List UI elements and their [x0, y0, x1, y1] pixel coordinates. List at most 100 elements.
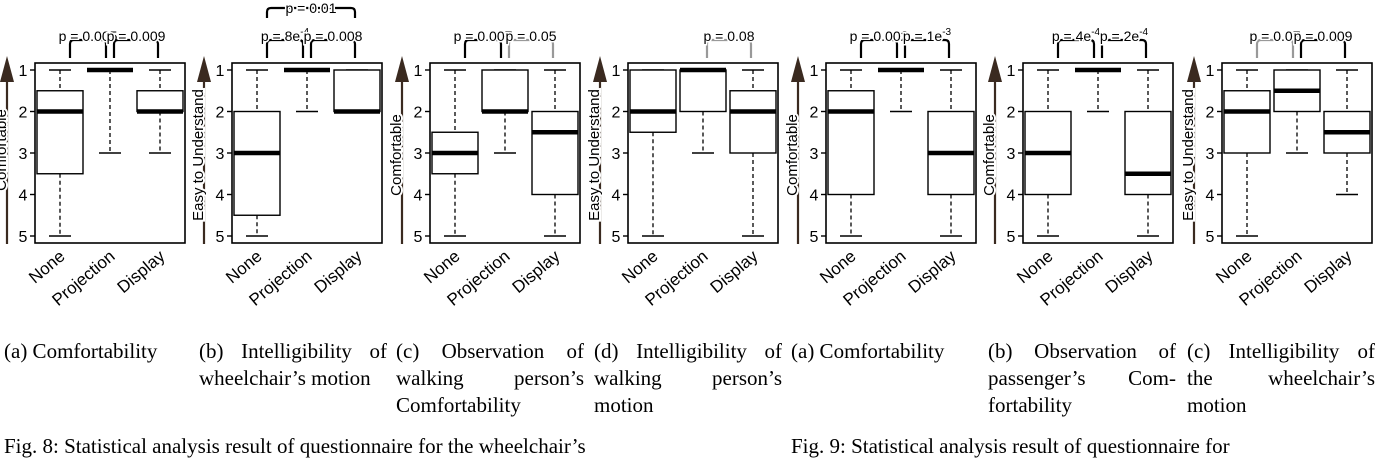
y-tick-label: 4 — [414, 188, 423, 205]
p-value-text: p = 4e — [1052, 28, 1092, 44]
y-axis-arrow-head — [593, 56, 607, 82]
box-body — [531, 110, 579, 196]
box-body — [629, 69, 677, 133]
caption-fig9-a: (a) Comfortability — [791, 339, 945, 363]
box-display — [927, 69, 975, 237]
box-none — [36, 69, 84, 237]
y-axis-arrow-head — [197, 56, 211, 82]
y-tick-label: 3 — [216, 146, 225, 163]
y-tick-label: 2 — [1007, 105, 1016, 122]
y-axis-label: Comfortable — [388, 114, 405, 196]
significance-bracket: p = 0.05 — [504, 27, 558, 58]
x-tick-label: None — [1013, 247, 1056, 288]
p-value-label: p = 0.002 — [850, 28, 909, 44]
y-tick-label: 5 — [19, 229, 28, 246]
x-tick-label: None — [1212, 247, 1255, 288]
y-tick-label: 2 — [810, 105, 819, 122]
y-tick-label: 5 — [1007, 229, 1016, 246]
box-projection — [284, 67, 330, 113]
y-tick-label: 1 — [414, 63, 423, 80]
x-tick-label: None — [420, 247, 463, 288]
box-none — [1024, 69, 1072, 237]
significance-bracket: p = 2e-4 — [1098, 26, 1150, 58]
y-tick-label: 5 — [1206, 229, 1215, 246]
y-axis-arrow-head — [988, 56, 1002, 82]
y-tick-label: 3 — [1206, 146, 1215, 163]
y-tick-label: 4 — [1206, 188, 1215, 205]
y-tick-label: 2 — [19, 105, 28, 122]
box-display — [729, 69, 777, 237]
box-display — [1323, 69, 1371, 196]
bracket-line — [705, 38, 753, 58]
x-tick-label: Display — [311, 246, 366, 297]
significance-bracket: p = 0.007 — [452, 27, 514, 58]
p-value-label: p = 0.08 — [704, 28, 755, 44]
p-value-label: p = 0.009 — [107, 28, 166, 44]
y-tick-label: 2 — [1206, 105, 1215, 122]
caption-fig8-a: (a) Comfortability — [4, 339, 158, 363]
p-value-text: p = 0.007 — [454, 28, 513, 44]
p-value-text: p = 8e — [261, 28, 301, 44]
box-body — [136, 90, 184, 113]
p-value-text: p = 0.008 — [304, 28, 363, 44]
box-none — [431, 69, 479, 237]
box-projection — [878, 67, 924, 113]
caption-fig8-c: (c) Observation of walking person’s Comf… — [396, 339, 584, 417]
y-tick-label: 5 — [612, 229, 621, 246]
box-none — [827, 69, 875, 237]
y-axis-label: Comfortable — [784, 114, 801, 196]
box-projection — [1075, 67, 1121, 113]
y-axis-label: Easy to Understand — [190, 89, 207, 221]
y-tick-label: 1 — [1007, 63, 1016, 80]
box-projection — [481, 69, 529, 154]
y-tick-label: 2 — [414, 105, 423, 122]
significance-bracket: p = 0.08 — [702, 27, 756, 58]
significance-bracket: p = 0.009 — [1292, 27, 1354, 58]
y-axis-label: Easy to Understand — [586, 89, 603, 221]
x-tick-label: Display — [905, 246, 960, 297]
y-tick-label: 2 — [612, 105, 621, 122]
significance-bracket: p = 0.07 — [1248, 27, 1302, 58]
y-tick-label: 3 — [19, 146, 28, 163]
box-body — [233, 110, 281, 216]
significance-bracket: p = 0.01 — [265, 0, 357, 18]
box-projection — [679, 67, 727, 154]
y-tick-label: 4 — [216, 188, 225, 205]
figure-9-caption: Fig. 9: Statistical analysis result of q… — [791, 434, 1230, 458]
bracket-line — [1056, 38, 1096, 58]
y-axis-arrow-head — [1187, 56, 1201, 82]
box-body — [333, 69, 381, 113]
bracket-line — [1255, 38, 1295, 58]
y-tick-label: 1 — [216, 63, 225, 80]
p-value-label: p = 0.07 — [1250, 28, 1301, 44]
x-tick-label: None — [25, 247, 68, 288]
box-display — [333, 69, 381, 114]
y-axis-arrow-head — [791, 56, 805, 82]
bracket-line — [112, 38, 160, 58]
caption-fig9-b: (b) Observation of passenger’s Com-forta… — [988, 339, 1176, 417]
x-tick-label: None — [222, 247, 265, 288]
p-value-exponent: -3 — [942, 27, 951, 38]
y-tick-label: 1 — [810, 63, 819, 80]
box-body — [729, 90, 777, 154]
p-value-label: p = 8e-4 — [261, 27, 310, 44]
bracket-line — [1299, 38, 1347, 58]
significance-bracket: p = 1e-3 — [901, 26, 953, 58]
y-tick-label: 4 — [19, 188, 28, 205]
bracket-line — [265, 38, 305, 58]
box-body — [481, 69, 529, 113]
p-value-label: p = 0.005 — [59, 28, 118, 44]
y-tick-label: 4 — [1007, 188, 1016, 205]
box-none — [629, 69, 677, 237]
y-axis-label: Comfortable — [981, 114, 998, 196]
y-tick-label: 3 — [612, 146, 621, 163]
caption-fig9-c: (c) Intelligibility of the wheelchair’s … — [1187, 339, 1375, 417]
box-body — [827, 90, 875, 196]
p-value-label: p = 4e-4 — [1052, 27, 1101, 44]
box-display — [136, 69, 184, 154]
